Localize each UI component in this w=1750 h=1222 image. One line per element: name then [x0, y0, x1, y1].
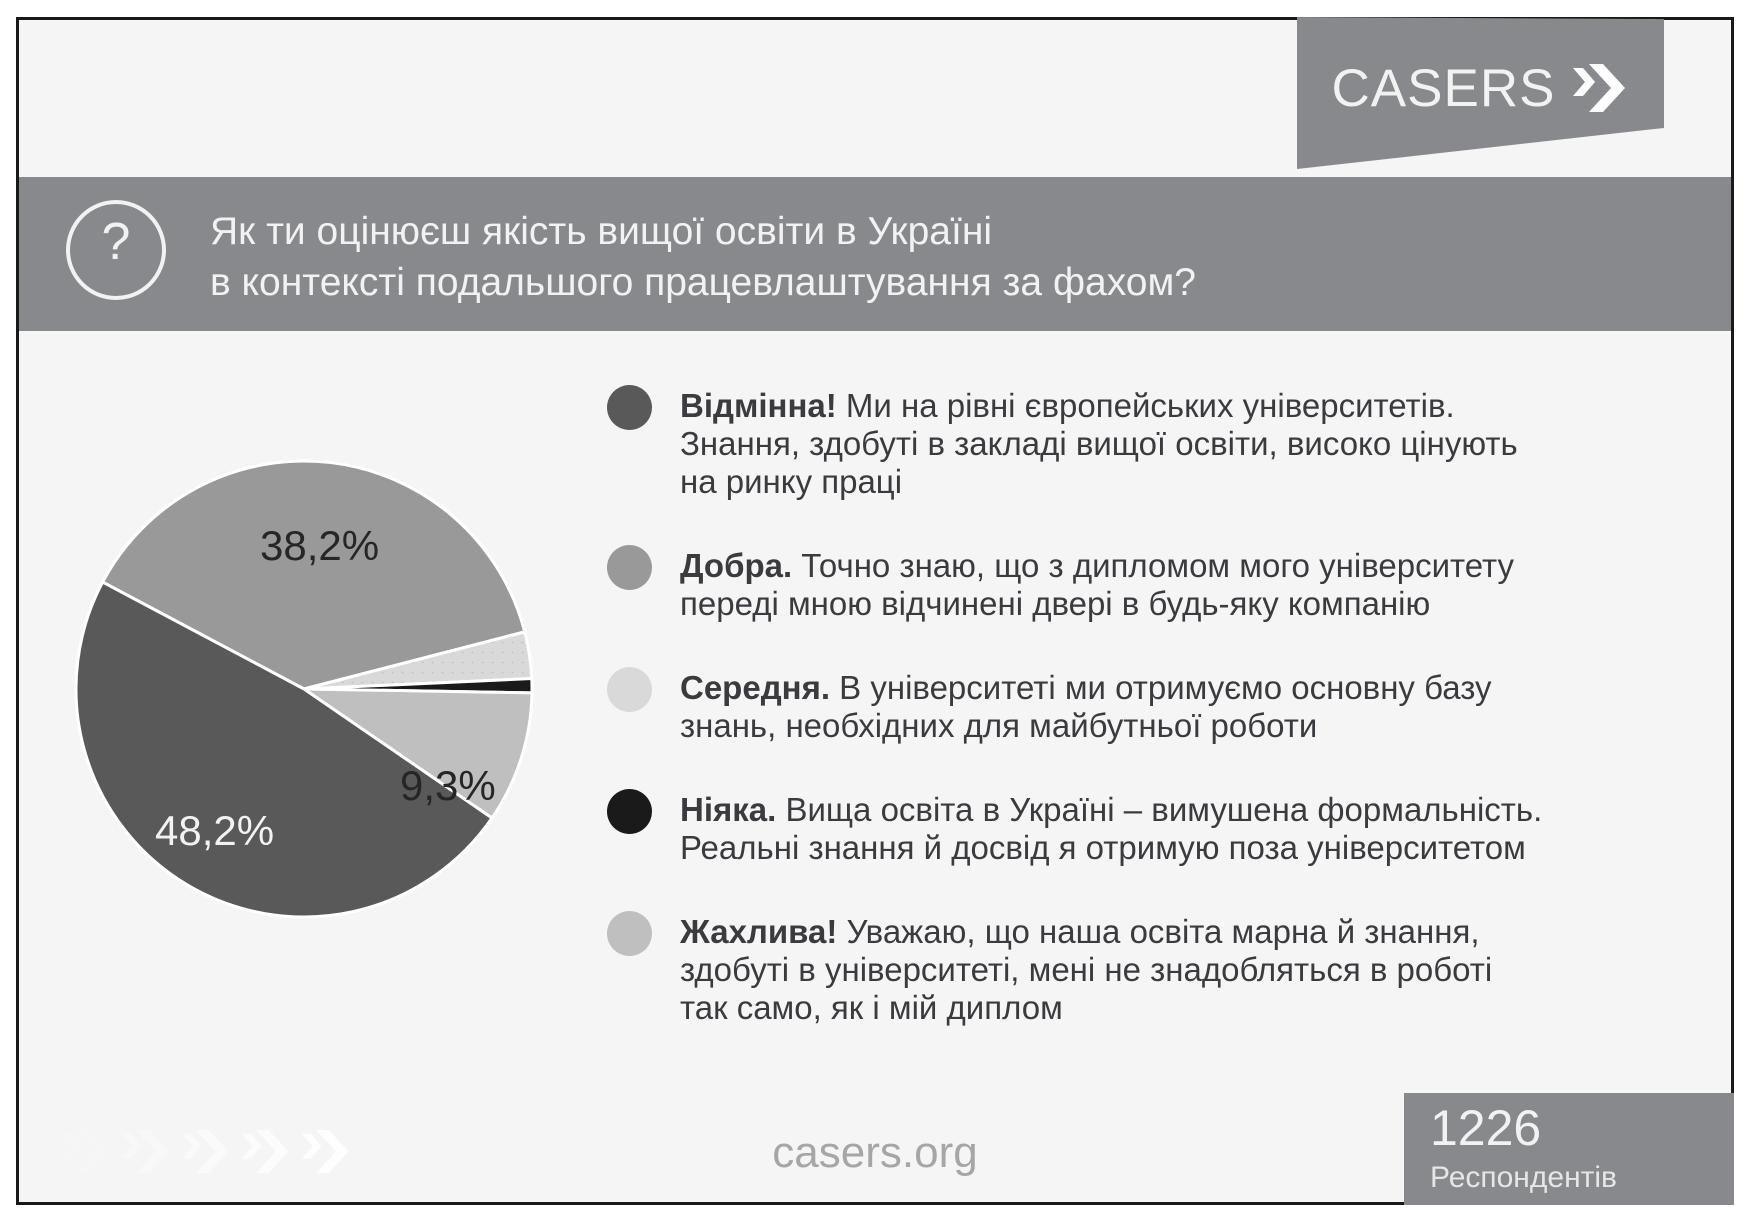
svg-text:9,3%: 9,3% [400, 762, 496, 809]
svg-text:48,2%: 48,2% [155, 807, 274, 854]
svg-text:38,2%: 38,2% [260, 522, 379, 569]
